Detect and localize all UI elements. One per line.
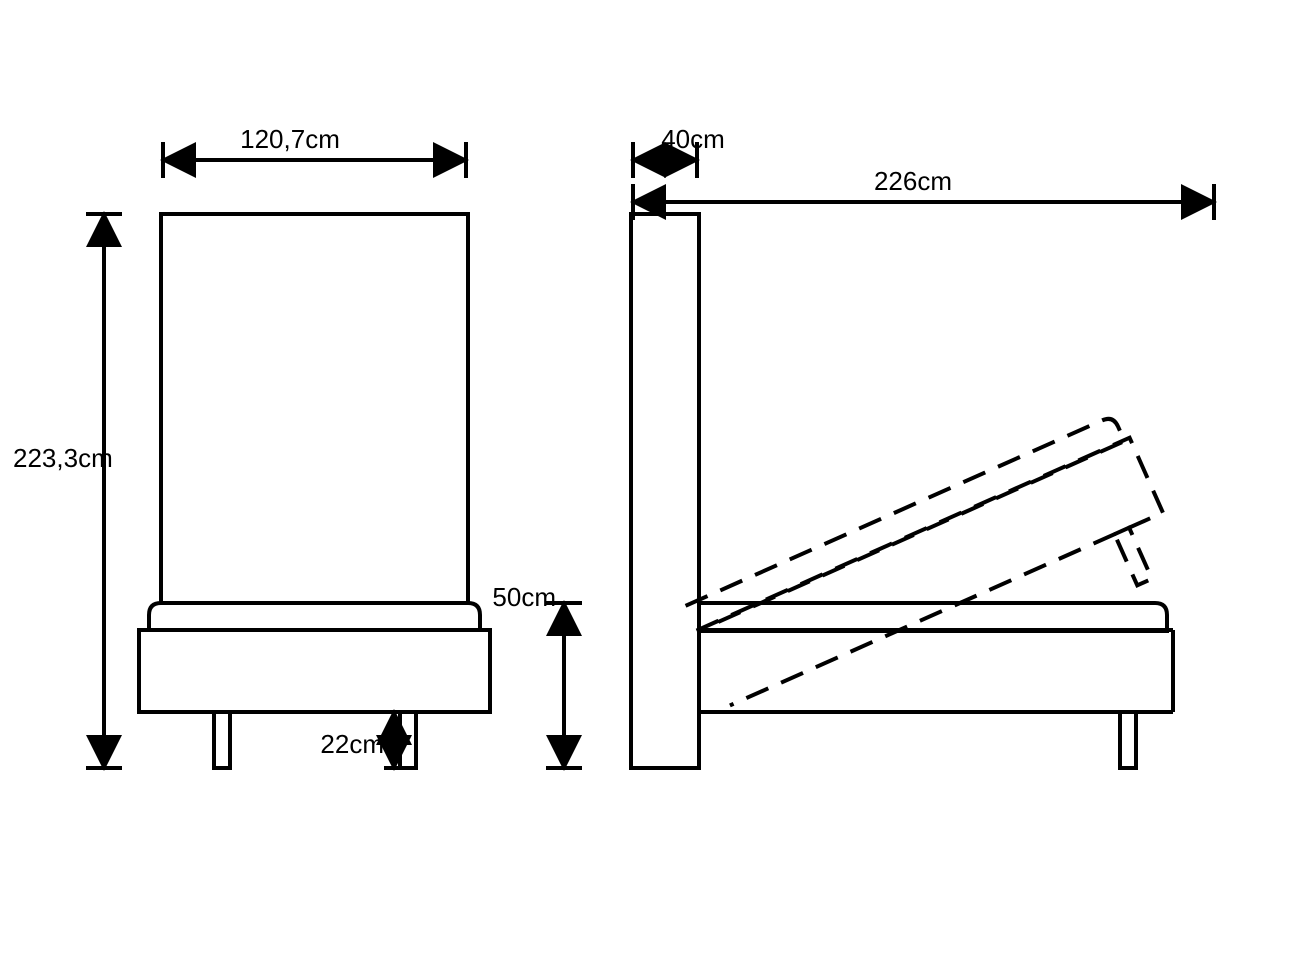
side-bed-raised: [686, 413, 1186, 757]
front-mattress: [149, 603, 480, 631]
front-leg-left: [214, 712, 230, 768]
side-leg: [1120, 712, 1136, 768]
technical-drawing: 120,7cm 40cm 226cm 223,3cm 50cm 22cm: [0, 0, 1292, 969]
dim-leg-height: 22cm: [320, 729, 384, 759]
side-cabinet: [631, 214, 699, 768]
front-cabinet: [161, 214, 468, 603]
dim-width-front: 120,7cm: [240, 124, 340, 154]
dim-seat-height: 50cm: [492, 582, 556, 612]
dim-total-depth: 226cm: [874, 166, 952, 196]
dim-depth-top: 40cm: [661, 124, 725, 154]
front-base: [139, 630, 490, 712]
front-leg-right: [400, 712, 416, 768]
dim-height: 223,3cm: [13, 443, 113, 473]
